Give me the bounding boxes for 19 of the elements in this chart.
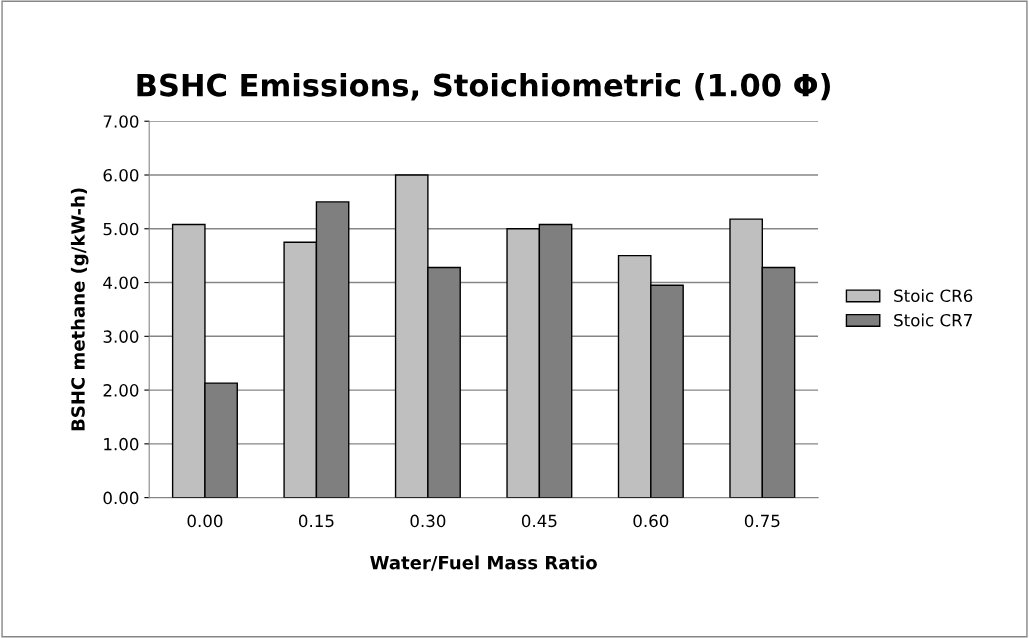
- y-tick-label: 1.00: [104, 437, 139, 451]
- x-axis-title: Water/Fuel Mass Ratio: [370, 555, 597, 571]
- y-tick-label: 0.00: [103, 491, 139, 505]
- y-tick-label: 7.00: [103, 115, 139, 128]
- x-tick-label: 0.30: [410, 514, 446, 528]
- y-tick-label: 3.00: [103, 330, 139, 343]
- legend-label: Stoic CR6: [894, 289, 973, 303]
- y-axis-title: BSHC methane (g/kW-h): [70, 188, 89, 431]
- x-tick-label: 0.00: [187, 514, 223, 528]
- chart-title: BSHC Emissions, Stoichiometric (1.00 Φ): [137, 73, 830, 101]
- x-tick-label: 0.15: [298, 514, 334, 528]
- legend-label: Stoic CR7: [894, 313, 972, 327]
- x-tick-label: 0.45: [521, 514, 557, 528]
- y-tick-label: 4.00: [103, 276, 139, 290]
- y-tick-label: 6.00: [103, 168, 139, 182]
- y-tick-label: 2.00: [103, 384, 139, 397]
- y-tick-label: 5.00: [103, 222, 139, 236]
- x-tick-label: 0.75: [744, 514, 780, 528]
- x-tick-label: 0.60: [633, 514, 669, 528]
